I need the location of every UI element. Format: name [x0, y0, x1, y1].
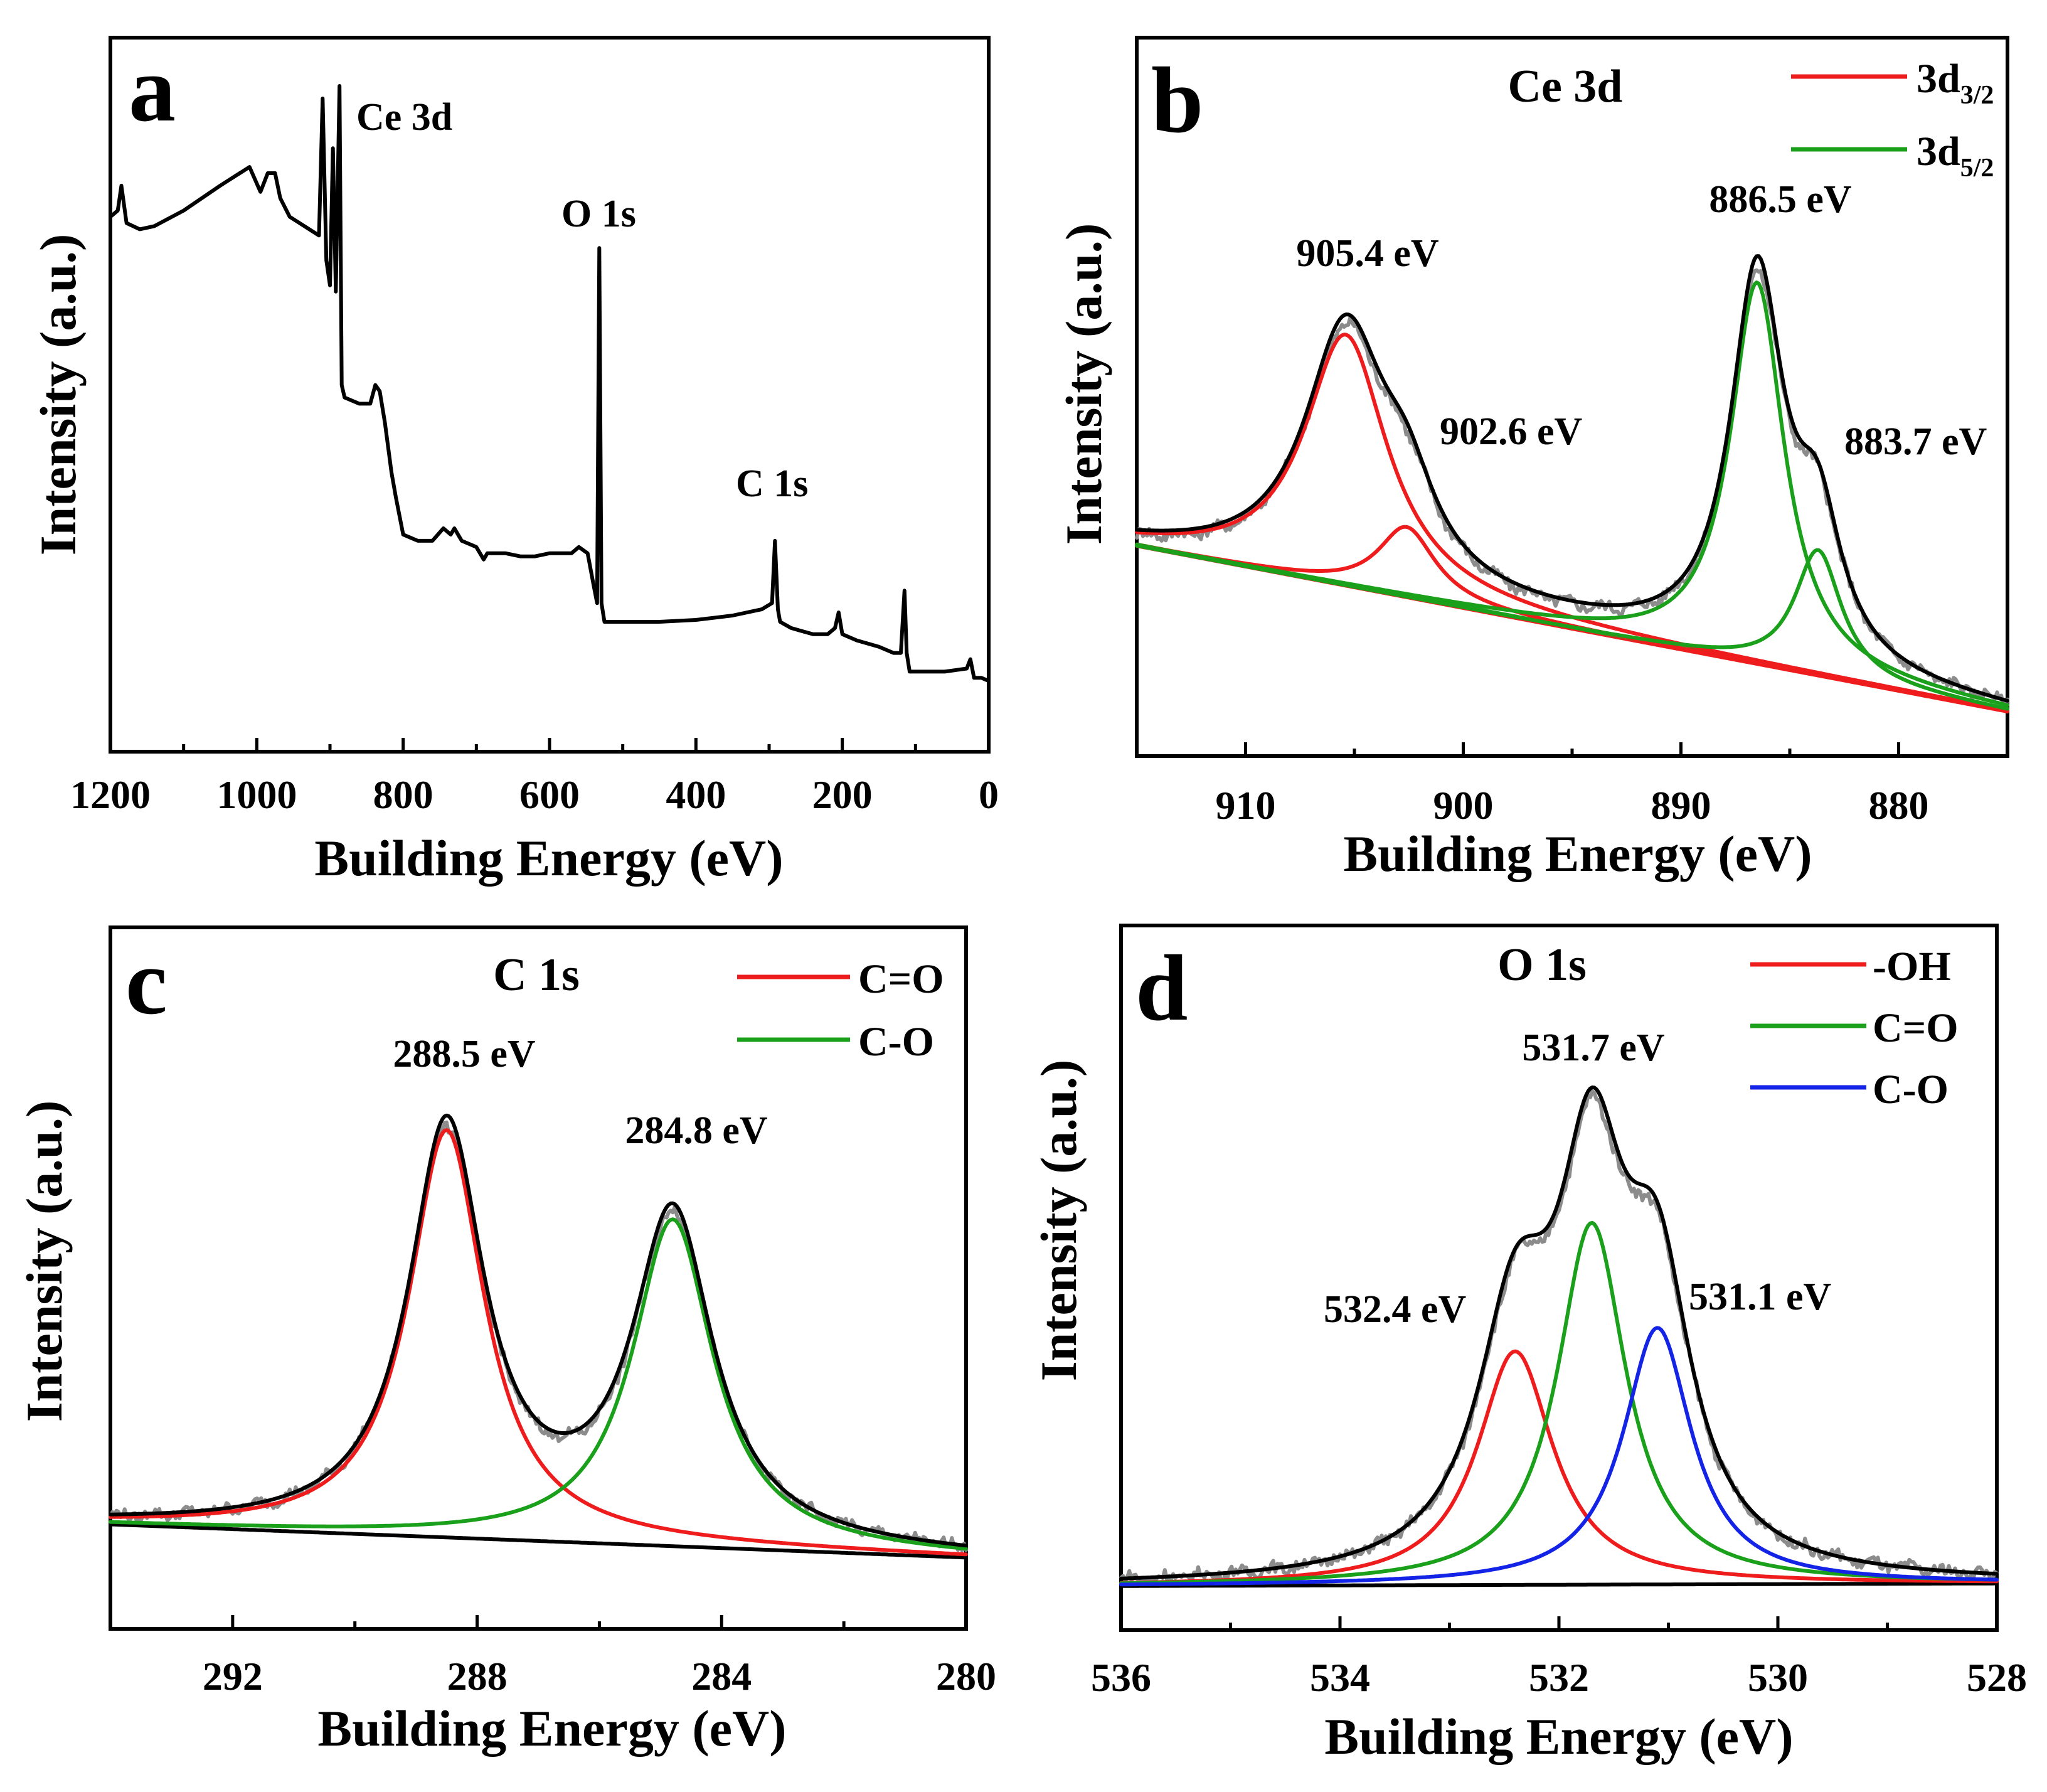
- x-tick-label: 1200: [70, 772, 151, 817]
- annotation-532-4: 532.4 eV: [1324, 1288, 1467, 1331]
- fit-envelope-line: [1135, 254, 2009, 703]
- annotation-c1s: C 1s: [736, 462, 808, 505]
- plot-frame: [1135, 36, 2009, 758]
- x-ticks: 1200 1000 800 600 400 200 0: [70, 738, 999, 817]
- legend: -OH C=O C-O: [1750, 944, 1959, 1112]
- x-tick-label: 288: [447, 1654, 508, 1699]
- legend-label-c-eq-o: C=O: [1873, 1005, 1959, 1051]
- plot-frame: [109, 925, 968, 1631]
- peak-line-c-o-1: [109, 1217, 968, 1551]
- x-ticks: 536 534 532 530 528: [1091, 1616, 2027, 1700]
- x-tick-label: 890: [1651, 783, 1711, 828]
- x-tick-label: 800: [373, 772, 433, 817]
- x-tick-label: 530: [1748, 1655, 1808, 1700]
- legend-label-3d52: 3d5/2: [1917, 129, 1994, 183]
- peak-line-3d3-2-0: [1135, 333, 2009, 712]
- x-ticks: 910 900 890 880: [1216, 742, 1929, 828]
- peak-line-3d5-2-3: [1135, 543, 2009, 711]
- x-tick-label: 532: [1529, 1655, 1589, 1700]
- x-ticks: 292 288 284 280: [203, 1615, 996, 1699]
- x-tick-label: 600: [519, 772, 580, 817]
- annotation-902-6: 902.6 eV: [1440, 410, 1583, 453]
- annotation-o1s: O 1s: [561, 193, 636, 235]
- x-tick-label: 200: [812, 772, 873, 817]
- annotation-886-5: 886.5 eV: [1709, 178, 1852, 221]
- panel-a: 1200 1000 800 600 400 200 0 a Ce 3d O 1s C 1s …: [29, 36, 999, 887]
- x-tick-label: 280: [936, 1654, 996, 1699]
- panel-title: O 1s: [1497, 939, 1587, 991]
- fit-envelope-line: [1119, 1085, 1999, 1581]
- x-axis-label: Building Energy (eV): [1324, 1708, 1793, 1765]
- peak-line-c-o-0: [109, 1128, 968, 1557]
- annotation-905-4: 905.4 eV: [1296, 232, 1439, 275]
- panel-letter: d: [1135, 936, 1188, 1040]
- panel-title: C 1s: [493, 949, 580, 1001]
- x-tick-label: 536: [1091, 1655, 1151, 1700]
- panel-title: Ce 3d: [1508, 61, 1623, 112]
- annotation-288-5: 288.5 eV: [393, 1033, 536, 1075]
- legend-label-c-o: C-O: [1873, 1067, 1949, 1112]
- x-axis-label: Building Energy (eV): [314, 829, 783, 887]
- annotation-883-7: 883.7 eV: [1844, 420, 1987, 463]
- panel-letter: b: [1151, 48, 1203, 152]
- series-line-survey: [109, 84, 991, 683]
- annotation-284-8: 284.8 eV: [625, 1109, 768, 1152]
- peak-line-c-o-1: [1119, 1220, 1999, 1586]
- x-tick-label: 1000: [216, 772, 297, 817]
- panel-letter: c: [125, 930, 167, 1034]
- plot-frame: [109, 36, 991, 754]
- x-axis-label: Building Energy (eV): [317, 1700, 786, 1757]
- legend-label-c-eq-o: C=O: [858, 956, 944, 1002]
- x-tick-label: 880: [1869, 783, 1929, 828]
- curves: [1135, 254, 2009, 713]
- x-tick-label: 910: [1216, 783, 1276, 828]
- x-tick-label: 0: [979, 772, 999, 817]
- peak-line-c-o-2: [1119, 1326, 1999, 1587]
- annotation-ce3d: Ce 3d: [356, 96, 452, 139]
- annotation-531-1: 531.1 eV: [1689, 1276, 1832, 1318]
- panel-c: 292 288 284 280 c C 1s C=O C-O 288.5 eV 284…: [16, 925, 996, 1757]
- legend-label-oh: -OH: [1873, 944, 1951, 989]
- panel-d: 536 534 532 530 528 d O 1s -OH C=O C-O 532.4…: [1030, 924, 2027, 1765]
- x-tick-label: 534: [1310, 1655, 1370, 1700]
- curves: [1119, 1085, 1999, 1588]
- raw-data-line: [109, 1120, 968, 1552]
- x-axis-label: Building Energy (eV): [1343, 825, 1812, 882]
- legend: C=O C-O: [737, 956, 944, 1065]
- fit-envelope-line: [109, 1113, 968, 1548]
- x-tick-label: 400: [666, 772, 726, 817]
- curves: [109, 1113, 968, 1560]
- curves: [109, 84, 991, 683]
- y-axis-label: Intensity (a.u.): [16, 1101, 73, 1422]
- x-tick-label: 284: [691, 1654, 752, 1699]
- y-axis-label: Intensity (a.u.): [29, 234, 87, 556]
- panel-letter: a: [129, 37, 176, 141]
- legend-label-c-o: C-O: [858, 1019, 934, 1065]
- legend: 3d3/2 3d5/2: [1791, 56, 1994, 183]
- y-axis-label: Intensity (a.u.): [1030, 1060, 1087, 1382]
- legend-label-3d32: 3d3/2: [1917, 56, 1994, 110]
- x-tick-label: 292: [203, 1654, 263, 1699]
- panel-b: 910 900 890 880 b Ce 3d 3d3/2 3d5/2 905.4 e…: [1055, 36, 2009, 882]
- baseline-line: [1119, 1581, 1999, 1588]
- x-tick-label: 528: [1967, 1655, 2027, 1700]
- y-axis-label: Intensity (a.u.): [1055, 223, 1112, 545]
- baseline-line: [109, 1522, 968, 1560]
- x-tick-label: 900: [1433, 783, 1494, 828]
- raw-data-line: [1119, 1089, 1999, 1584]
- annotation-531-7: 531.7 eV: [1522, 1027, 1665, 1069]
